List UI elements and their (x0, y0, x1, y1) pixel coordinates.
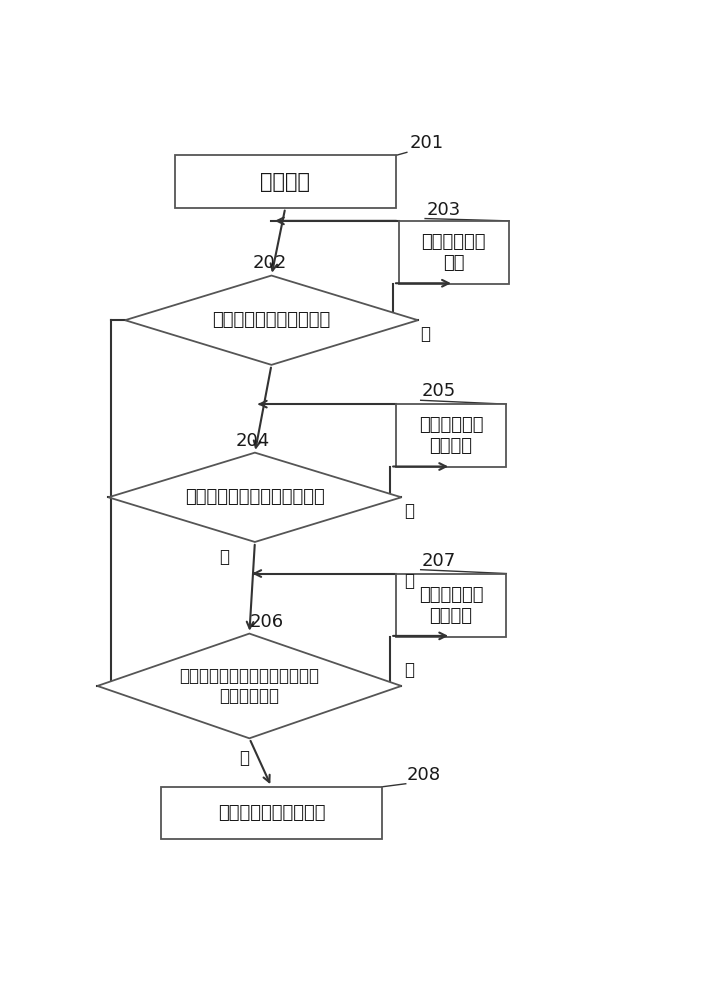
Polygon shape (98, 634, 401, 738)
Text: 判断气液分离器的液面位置是否
超过预设位置: 判断气液分离器的液面位置是否 超过预设位置 (180, 667, 319, 705)
Text: 开机启动: 开机启动 (260, 172, 310, 192)
Text: 203: 203 (426, 201, 461, 219)
Text: 205: 205 (422, 382, 456, 400)
Text: 进行气体的采样和检测: 进行气体的采样和检测 (217, 804, 325, 822)
Text: 208: 208 (407, 766, 441, 784)
Text: 207: 207 (422, 552, 456, 570)
Bar (399, 221, 509, 284)
Text: 进行类型错误
异常处理: 进行类型错误 异常处理 (419, 416, 483, 455)
Polygon shape (108, 453, 401, 542)
Text: 判断气液分离器是否安装: 判断气液分离器是否安装 (212, 311, 331, 329)
Text: 204: 204 (235, 432, 270, 450)
Bar (396, 404, 506, 467)
Text: 否: 否 (421, 325, 431, 343)
Text: 判断气液分离器类型是否匹配: 判断气液分离器类型是否匹配 (185, 488, 325, 506)
Bar (396, 574, 506, 637)
Text: 201: 201 (409, 134, 443, 152)
Polygon shape (125, 276, 418, 365)
Text: 是: 是 (404, 572, 414, 590)
Text: 是: 是 (404, 661, 414, 679)
Text: 进行安装异常
处理: 进行安装异常 处理 (421, 233, 486, 272)
Text: 进行液位超限
异常处理: 进行液位超限 异常处理 (419, 586, 483, 624)
Text: 否: 否 (239, 749, 249, 767)
Text: 是: 是 (219, 548, 229, 566)
Bar (161, 787, 382, 839)
Text: 206: 206 (250, 613, 284, 631)
Bar (175, 155, 396, 208)
Text: 202: 202 (252, 254, 287, 272)
Text: 否: 否 (404, 502, 414, 520)
